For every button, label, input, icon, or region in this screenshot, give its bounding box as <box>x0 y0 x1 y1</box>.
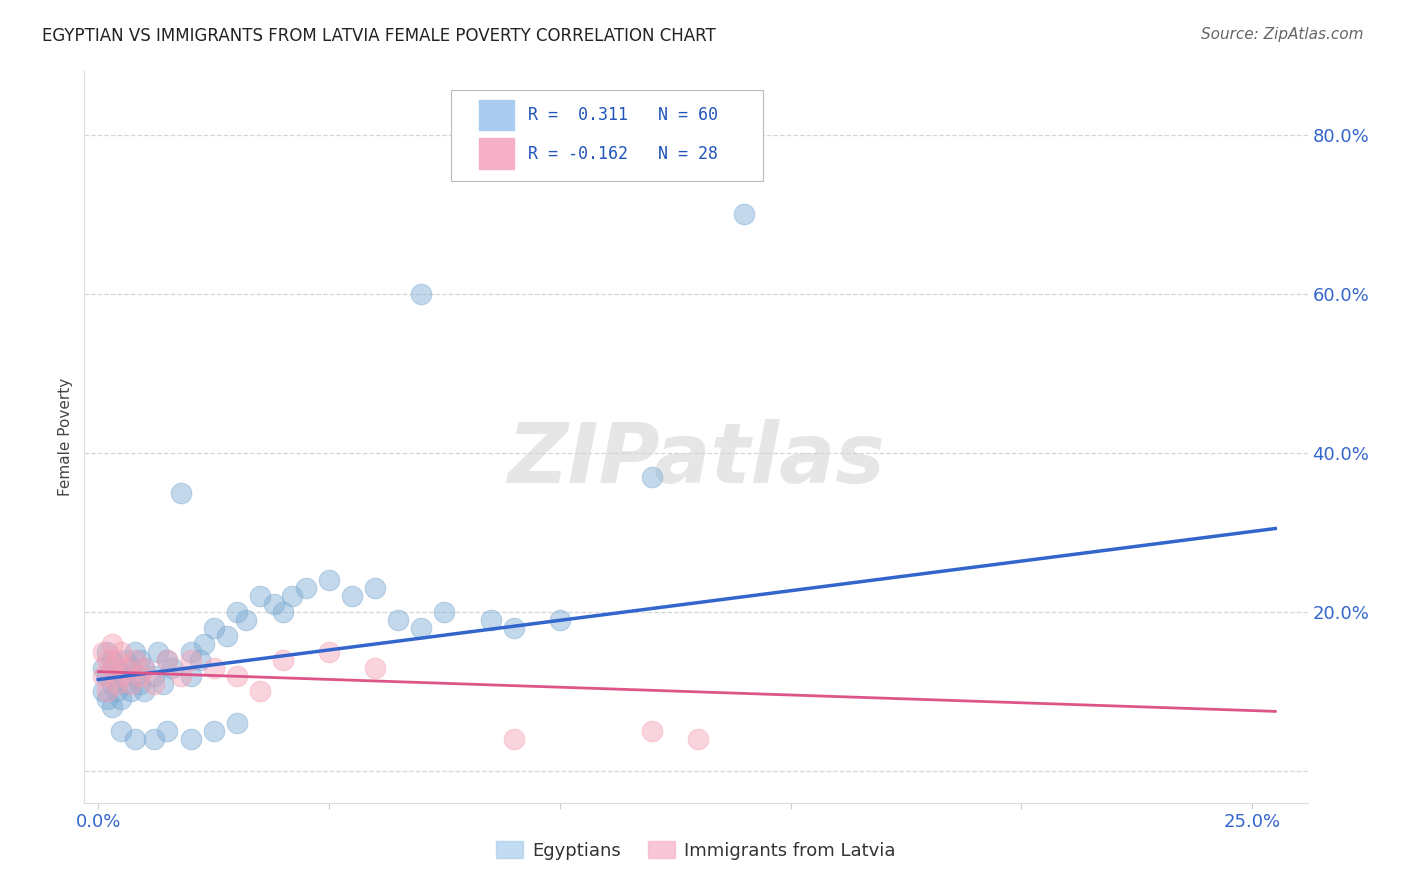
Point <box>110 724 132 739</box>
Point <box>502 621 524 635</box>
Point <box>142 676 165 690</box>
Point <box>91 668 114 682</box>
Point <box>733 207 755 221</box>
Point <box>142 732 165 747</box>
Point <box>263 597 285 611</box>
Point <box>170 485 193 500</box>
FancyBboxPatch shape <box>479 100 513 130</box>
Point <box>91 684 114 698</box>
Point <box>387 613 409 627</box>
Point <box>110 668 132 682</box>
Point <box>180 668 202 682</box>
Point <box>91 660 114 674</box>
Point <box>235 613 257 627</box>
Point <box>156 724 179 739</box>
Point <box>101 653 124 667</box>
Point <box>364 660 387 674</box>
Point <box>115 653 138 667</box>
Point <box>156 653 179 667</box>
Point <box>91 645 114 659</box>
Point <box>105 684 128 698</box>
FancyBboxPatch shape <box>451 90 763 181</box>
Point <box>340 589 363 603</box>
Text: Source: ZipAtlas.com: Source: ZipAtlas.com <box>1201 27 1364 42</box>
Point <box>96 645 118 659</box>
Point <box>202 660 225 674</box>
Point <box>110 645 132 659</box>
Point <box>128 653 150 667</box>
Point <box>148 645 170 659</box>
Point <box>128 676 150 690</box>
Legend: Egyptians, Immigrants from Latvia: Egyptians, Immigrants from Latvia <box>489 834 903 867</box>
Point <box>128 668 150 682</box>
Point <box>225 716 247 731</box>
Point <box>548 613 571 627</box>
Point <box>188 653 211 667</box>
Text: R = -0.162   N = 28: R = -0.162 N = 28 <box>529 145 718 162</box>
Point <box>101 637 124 651</box>
Point <box>96 653 118 667</box>
Point <box>318 573 340 587</box>
Point <box>281 589 304 603</box>
FancyBboxPatch shape <box>479 138 513 169</box>
Point <box>152 676 174 690</box>
Point <box>101 660 124 674</box>
Point <box>105 653 128 667</box>
Point <box>202 724 225 739</box>
Point <box>249 684 271 698</box>
Point <box>142 668 165 682</box>
Point <box>225 605 247 619</box>
Point <box>105 676 128 690</box>
Point <box>120 660 142 674</box>
Point <box>160 660 183 674</box>
Point <box>96 692 118 706</box>
Point <box>170 668 193 682</box>
Point <box>96 668 118 682</box>
Point <box>202 621 225 635</box>
Point <box>411 621 433 635</box>
Point <box>134 684 156 698</box>
Point <box>249 589 271 603</box>
Point <box>156 653 179 667</box>
Point <box>120 684 142 698</box>
Point <box>217 629 239 643</box>
Point <box>124 645 146 659</box>
Point <box>134 660 156 674</box>
Point <box>180 653 202 667</box>
Point <box>193 637 215 651</box>
Point <box>110 692 132 706</box>
Text: EGYPTIAN VS IMMIGRANTS FROM LATVIA FEMALE POVERTY CORRELATION CHART: EGYPTIAN VS IMMIGRANTS FROM LATVIA FEMAL… <box>42 27 716 45</box>
Point <box>101 700 124 714</box>
Point <box>110 668 132 682</box>
Point <box>502 732 524 747</box>
Point <box>688 732 710 747</box>
Point <box>318 645 340 659</box>
Point <box>364 581 387 595</box>
Point <box>134 660 156 674</box>
Point <box>180 732 202 747</box>
Point <box>271 653 294 667</box>
Text: ZIPatlas: ZIPatlas <box>508 418 884 500</box>
Text: R =  0.311   N = 60: R = 0.311 N = 60 <box>529 106 718 124</box>
Point <box>641 470 664 484</box>
Point <box>105 660 128 674</box>
Point <box>433 605 456 619</box>
Point <box>124 653 146 667</box>
Point <box>96 684 118 698</box>
Point <box>295 581 318 595</box>
Y-axis label: Female Poverty: Female Poverty <box>58 378 73 496</box>
Point <box>271 605 294 619</box>
Point <box>124 668 146 682</box>
Point <box>641 724 664 739</box>
Point <box>120 676 142 690</box>
Point <box>115 676 138 690</box>
Point <box>124 732 146 747</box>
Point <box>411 287 433 301</box>
Point <box>115 660 138 674</box>
Point <box>479 613 502 627</box>
Point <box>225 668 247 682</box>
Point <box>101 676 124 690</box>
Point <box>180 645 202 659</box>
